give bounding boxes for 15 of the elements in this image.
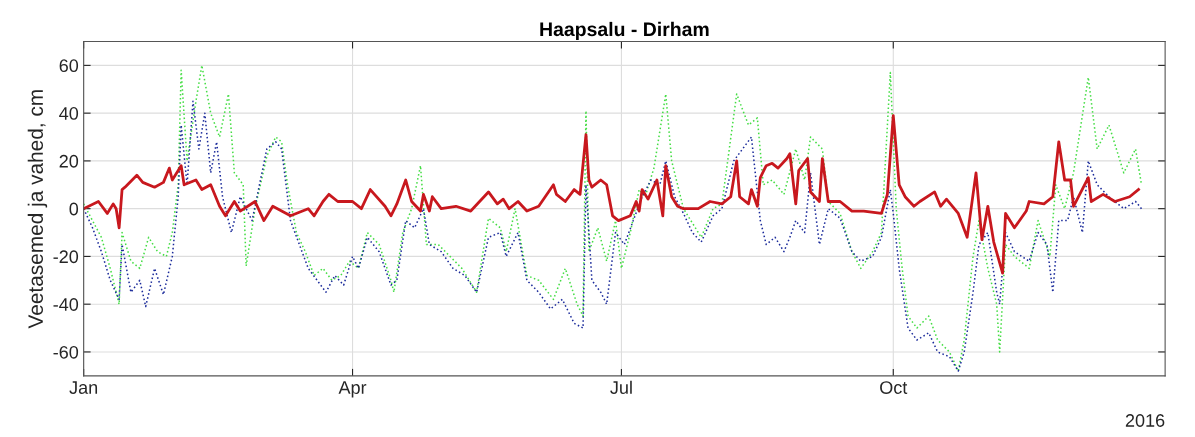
y-tick-label: 0	[69, 202, 79, 216]
y-tick-label: -40	[53, 298, 79, 311]
y-axis-title: Veetasemed ja vahed, cm	[27, 90, 48, 329]
x-tick-label: Oct	[880, 381, 908, 394]
y-tick-label: -60	[53, 345, 79, 359]
y-tick-label: -20	[53, 250, 79, 264]
text: 2016	[1125, 414, 1165, 427]
x-tick-label: Apr	[338, 381, 367, 398]
y-tick-label: 40	[59, 107, 79, 120]
chart-title: Haapsalu - Dirham	[540, 21, 709, 40]
y-tick-label: 60	[59, 59, 79, 73]
y-tick-label: 20	[59, 154, 79, 168]
line-series	[83, 114, 1140, 275]
x-tick-label: Jul	[610, 380, 632, 394]
x-tick-label: Jan	[69, 381, 98, 394]
